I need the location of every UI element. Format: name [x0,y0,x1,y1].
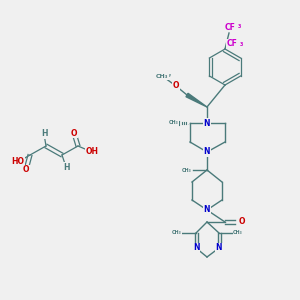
Text: O: O [239,218,245,226]
Text: Methoxy: Methoxy [154,73,172,77]
Text: CH₃: CH₃ [156,74,168,80]
Text: N: N [204,148,210,157]
Text: CF: CF [226,40,237,49]
Text: Methoxy: Methoxy [160,76,166,78]
Text: H: H [41,130,47,139]
Text: N: N [204,206,210,214]
Text: CH₃: CH₃ [169,121,179,125]
Text: ...: ... [187,122,191,126]
Text: N: N [193,244,199,253]
Text: CH₃: CH₃ [172,230,182,236]
Text: 3: 3 [238,25,242,29]
Text: N: N [216,244,222,253]
Text: O: O [23,166,29,175]
Text: CH₃: CH₃ [156,74,168,79]
Text: N: N [204,118,210,127]
Text: O: O [71,128,77,137]
Text: HO: HO [11,158,25,166]
Text: O: O [173,82,179,91]
Polygon shape [186,93,207,107]
Text: OH: OH [85,148,98,157]
Text: CH₃: CH₃ [182,167,192,172]
Text: CF: CF [225,22,236,32]
Text: H: H [63,163,69,172]
Text: CH₃: CH₃ [233,230,243,236]
Text: 3: 3 [240,43,243,47]
